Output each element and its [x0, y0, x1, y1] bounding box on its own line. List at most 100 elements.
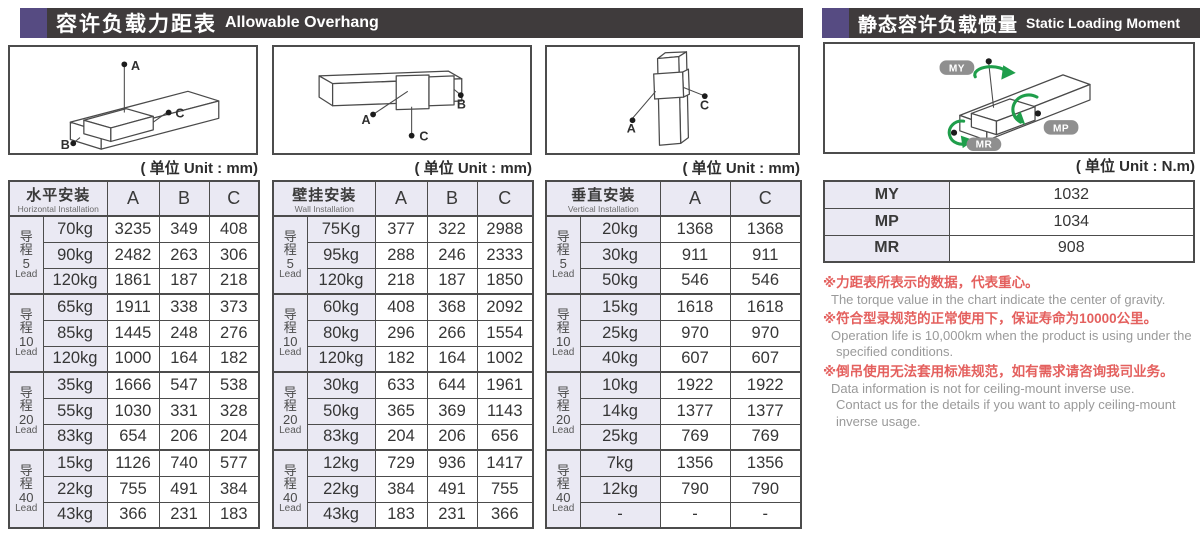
value-cell: 204	[208, 423, 260, 451]
table-row: 12kg 790 790	[546, 475, 802, 503]
value-cell: 296	[374, 319, 428, 347]
value-cell: 491	[158, 475, 210, 503]
lead-group-label: 导程 5 Lead	[8, 215, 44, 295]
section-title-zh: 静态容许负载惯量	[858, 14, 1019, 36]
value-cell: 911	[729, 241, 802, 269]
mp-arrowhead	[1013, 111, 1026, 125]
load-cell: 43kg	[42, 501, 108, 529]
table-row: 25kg 769 769	[546, 423, 802, 451]
value-cell: 365	[374, 397, 428, 425]
table-row: 25kg 970 970	[546, 319, 802, 347]
carriage-front	[995, 106, 1036, 136]
table-row: 120kg 1000 164 182	[9, 345, 260, 373]
value-cell: 1356	[659, 449, 731, 477]
value-cell: 755	[476, 475, 534, 503]
table-row: 导程 10 Lead 65kg 1911 338 373	[8, 293, 260, 373]
note-en: The torque value in the chart indicate t…	[831, 291, 1166, 307]
carriage-front	[395, 74, 430, 111]
moment-row: MP 1034	[823, 207, 1195, 236]
value-cell: 248	[158, 319, 210, 347]
table-row: 导程 10 Lead 60kg 408 368 2092	[272, 293, 534, 373]
note-zh: ※力距表所表示的数据，代表重心。	[823, 275, 1039, 290]
load-cell: 7kg	[579, 449, 661, 477]
table-row: 43kg 366 231 183	[9, 501, 260, 529]
value-cell: 607	[659, 345, 731, 373]
rail-front	[656, 56, 682, 146]
value-cell: 1445	[106, 319, 160, 347]
table-row: 120kg 218 187 1850	[273, 267, 534, 295]
value-cell: 349	[158, 215, 210, 243]
value-cell: 1554	[476, 319, 534, 347]
value-cell: 384	[208, 475, 260, 503]
section-header-body: 容许负载力距表 Allowable Overhang	[47, 8, 803, 38]
load-cell: 43kg	[306, 501, 376, 529]
point-c-label: C	[419, 129, 428, 143]
value-cell: 1002	[476, 345, 534, 373]
value-cell: 538	[208, 371, 260, 399]
value-cell: 1922	[729, 371, 802, 399]
value-cell: 970	[729, 319, 802, 347]
point-b-dot	[70, 140, 77, 147]
point-c-dot	[701, 93, 708, 100]
unit-label-nm: ( 单位 Unit : N.m)	[1075, 158, 1195, 175]
lead-group-label: 导程 20 Lead	[272, 371, 308, 451]
vertical-installation-diagram: A C	[545, 45, 800, 155]
value-cell: 369	[426, 397, 478, 425]
table-row: 120kg 182 164 1002	[273, 345, 534, 373]
value-cell: 1368	[729, 215, 802, 243]
value-cell: 306	[208, 241, 260, 269]
value-cell: 183	[208, 501, 260, 529]
value-cell: 408	[208, 215, 260, 243]
column-header-b: B	[426, 180, 478, 217]
table-row: 导程 40 Lead 15kg 1126 740 577	[8, 449, 260, 529]
value-cell: 656	[476, 423, 534, 451]
value-cell: 218	[374, 267, 428, 295]
point-b-label: B	[61, 138, 70, 152]
mp-badge	[1043, 120, 1079, 135]
static-moment-diagram: MY MP MR	[823, 42, 1195, 154]
value-cell: 1911	[106, 293, 160, 321]
value-cell: 491	[426, 475, 478, 503]
load-cell: 120kg	[42, 267, 108, 295]
point-b-dot	[457, 92, 464, 99]
mr-axis-dot	[950, 129, 958, 136]
value-cell: 1861	[106, 267, 160, 295]
end-block	[428, 75, 455, 107]
rail-front	[100, 100, 220, 150]
table-row: 22kg 755 491 384	[9, 475, 260, 503]
moment-label: MY	[823, 180, 950, 209]
value-cell: 936	[426, 449, 478, 477]
table-row: 导程 40 Lead 7kg 1356 1356	[545, 449, 802, 529]
accent-square-icon	[20, 8, 47, 38]
value-cell: 206	[158, 423, 210, 451]
table-title: 垂直安装 Vertical Installation	[545, 180, 661, 217]
mr-badge	[966, 137, 1002, 152]
load-cell: 95kg	[306, 241, 376, 269]
value-cell: 633	[374, 371, 428, 399]
value-cell: 231	[158, 501, 210, 529]
point-a-dot	[629, 117, 636, 124]
value-cell: 769	[659, 423, 731, 451]
value-cell: 970	[659, 319, 731, 347]
table-row: 导程 10 Lead 15kg 1618 1618	[545, 293, 802, 373]
mp-axis-dot	[1034, 110, 1042, 117]
moment-value: 908	[948, 234, 1195, 263]
value-cell: 1000	[106, 345, 160, 373]
horizontal-installation-table: 水平安装 Horizontal Installation A B C 导程 5 Lead 70k…	[8, 180, 261, 529]
lead-group-label: 导程 10 Lead	[545, 293, 581, 373]
value-cell: 328	[208, 397, 260, 425]
table-row: ---	[546, 501, 802, 529]
table-row: 导程 5 Lead 20kg 1368 1368	[545, 215, 802, 295]
load-cell: 70kg	[42, 215, 108, 243]
note-en: specified conditions.	[836, 344, 954, 360]
load-cell: 22kg	[306, 475, 376, 503]
point-c-label: C	[175, 106, 184, 120]
value-cell: 322	[426, 215, 478, 243]
load-cell: 50kg	[306, 397, 376, 425]
point-a-label: A	[131, 59, 140, 73]
static-moment-table: MY 1032 MP 1034 MR 908	[823, 180, 1195, 263]
note-en: Operation life is 10,000km when the prod…	[831, 327, 1192, 343]
load-cell: 120kg	[306, 345, 376, 373]
value-cell: 182	[208, 345, 260, 373]
value-cell: 1377	[659, 397, 731, 425]
